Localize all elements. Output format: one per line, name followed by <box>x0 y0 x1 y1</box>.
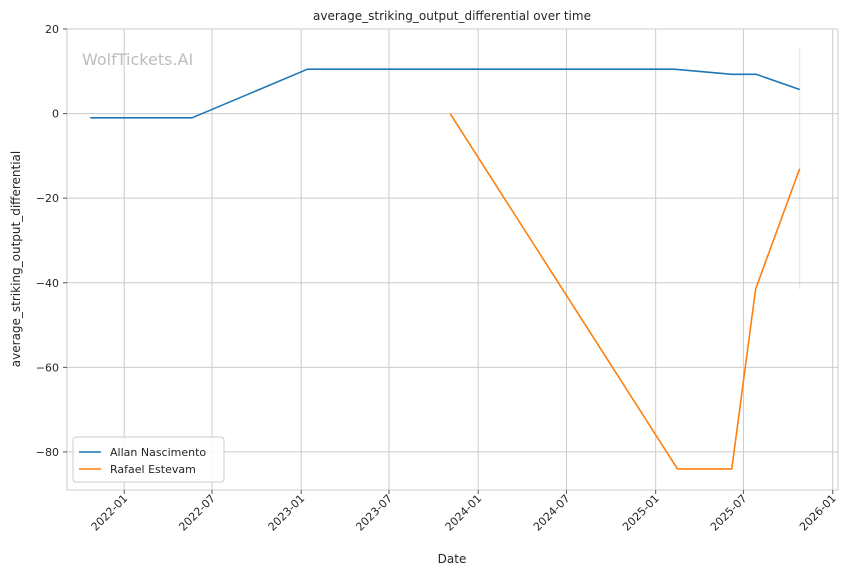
data-point-allan-nascimento <box>755 73 757 75</box>
x-tick-label: 2024-01 <box>443 492 485 534</box>
data-point-allan-nascimento <box>673 68 675 70</box>
y-tick-label: 20 <box>45 23 59 36</box>
y-tick-label: −60 <box>36 361 59 374</box>
watermark: WolfTickets.AI <box>82 50 193 69</box>
x-axis-ticks: 2022-01 2022-07 2023-01 2023-07 2024-01 2024-… <box>89 490 839 534</box>
series-line-allan-nascimento <box>90 68 800 119</box>
data-point-allan-nascimento <box>306 68 308 70</box>
plot-background <box>67 29 838 490</box>
chart-title: average_striking_output_differential ove… <box>313 9 591 23</box>
data-point-rafael-estevam <box>798 167 800 169</box>
x-tick-label: 2022-07 <box>176 492 218 534</box>
y-tick-label: 0 <box>52 108 59 121</box>
data-point-rafael-estevam <box>449 112 451 114</box>
x-tick-label: 2023-07 <box>353 492 395 534</box>
data-point-allan-nascimento <box>191 117 193 119</box>
series-line-rafael-estevam <box>449 113 801 470</box>
legend-label-rafael-estevam: Rafael Estevam <box>110 463 196 476</box>
y-axis-ticks: 20 0 −20 −40 −60 −80 <box>36 23 67 459</box>
legend-box <box>72 436 225 483</box>
x-tick-label: 2023-01 <box>266 492 308 534</box>
y-tick-label: −80 <box>36 446 59 459</box>
x-tick-label: 2022-01 <box>89 492 131 534</box>
x-tick-label: 2026-01 <box>797 492 839 534</box>
x-axis-title: Date <box>438 552 467 566</box>
legend-label-allan-nascimento: Allan Nascimento <box>110 446 206 459</box>
y-tick-label: −20 <box>36 192 59 205</box>
x-tick-label: 2024-07 <box>531 492 573 534</box>
data-point-rafael-estevam <box>676 468 678 470</box>
data-point-allan-nascimento <box>89 117 91 119</box>
x-tick-label: 2025-01 <box>620 492 662 534</box>
plot-frame <box>66 28 839 491</box>
data-point-allan-nascimento <box>731 73 733 75</box>
series-layer <box>89 48 801 470</box>
legend: Allan Nascimento Rafael Estevam <box>72 436 225 483</box>
y-tick-label: −40 <box>36 277 59 290</box>
x-tick-label: 2025-07 <box>708 492 750 534</box>
data-point-rafael-estevam <box>731 468 733 470</box>
y-axis-title: average_striking_output_differential <box>9 151 23 367</box>
data-point-rafael-estevam <box>754 288 756 290</box>
data-point-allan-nascimento <box>798 88 800 90</box>
